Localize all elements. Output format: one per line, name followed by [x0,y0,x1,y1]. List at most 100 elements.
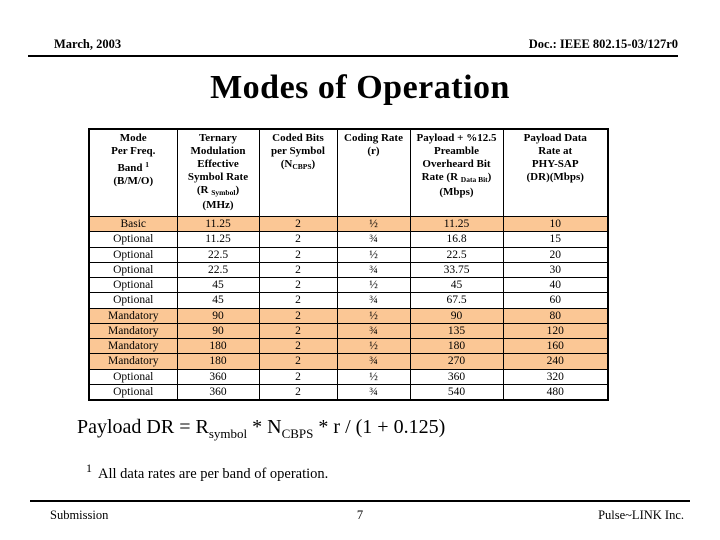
header-line: (B/M/O) [113,175,154,188]
subscript: Data Bit [460,175,488,185]
table-cell-data-rate: 480 [502,383,609,401]
table-cell-coding-rate: ¾ [336,383,411,401]
header-line: (MHz) [202,199,234,212]
table-cell-mode: Mandatory [88,307,178,324]
table-header-row: Mode Per Freq. Band 1 (B/M/O) Ternary Mo… [88,128,609,217]
table-cell-coded-bits: 2 [258,292,338,309]
header-line: (R Symbol) [179,184,258,199]
table-cell-coded-bits: 2 [258,246,338,263]
table-cell-bit-rate: 540 [409,383,504,401]
subscript: CBPS [281,426,314,441]
header-line: Payload Data [523,132,587,144]
table-cell-mode: Mandatory [88,322,178,340]
table-cell-symbol-rate: 11.25 [176,231,260,248]
table-cell-data-rate: 15 [502,231,609,248]
table-cell-coded-bits: 2 [258,353,338,370]
table-cell-coding-rate: ½ [336,276,411,294]
footnote-marker: 1 [145,160,150,170]
table-cell-data-rate: 40 [502,276,609,294]
table-cell-mode: Optional [88,368,178,385]
header-line: Effective [197,158,239,171]
header-line: Rate (R Data Bit) [412,171,502,186]
header-line: Overheard Bit [422,158,491,171]
table-cell-symbol-rate: 90 [176,307,260,324]
header-line: (DR)(Mbps) [526,171,584,184]
table-row: Optional 360 2 ½ 360 320 [88,368,609,385]
table-cell-coded-bits: 2 [258,307,338,324]
table-cell-bit-rate: 180 [409,337,504,355]
footer-submission: Submission [50,508,109,522]
table-cell-coding-rate: ¾ [336,322,411,340]
column-header-payload-data-rate: Payload Data Rate at PHY-SAP (DR)(Mbps) [502,128,609,217]
header-line: Preamble [433,145,479,158]
footnote: 1 All data rates are per band of operatio… [86,461,328,483]
formula-text: * N [247,416,282,438]
footer-company: Pulse~LINK Inc. [598,508,684,522]
column-header-coded-bits: Coded Bits per Symbol (NCBPS) [258,128,338,217]
table-cell-coding-rate: ¾ [336,261,411,279]
table-cell-bit-rate: 11.25 [409,215,504,233]
footer-page-number: 7 [356,508,364,522]
column-header-bit-rate: Payload + %12.5 Preamble Overheard Bit R… [409,128,504,217]
header-text: Band [117,162,146,175]
table-cell-mode: Optional [88,246,178,263]
table-cell-mode: Optional [88,231,178,248]
formula-text: * r / (1 + 0.125) [313,416,446,438]
table-cell-coded-bits: 2 [258,215,338,233]
slide-footer: Submission 7 Pulse~LINK Inc. [30,500,690,522]
table-cell-mode: Basic [88,215,178,233]
table-cell-bit-rate: 360 [409,368,504,385]
table-cell-symbol-rate: 180 [176,337,260,355]
header-line: Per Freq. [111,145,156,158]
table-cell-coding-rate: ¾ [336,353,411,370]
table-row: Mandatory 90 2 ½ 90 80 [88,307,609,324]
header-line: Payload + %12.5 [416,132,497,144]
subscript: CBPS [292,162,312,172]
table-cell-data-rate: 60 [502,292,609,309]
table-cell-symbol-rate: 360 [176,368,260,385]
header-line: Coded Bits [272,132,324,144]
header-text: ) [235,184,240,197]
table-cell-symbol-rate: 360 [176,383,260,401]
table-cell-coding-rate: ½ [336,307,411,324]
header-line: (Mbps) [439,186,474,199]
formula-text: Payload DR = R [77,416,209,438]
table-cell-symbol-rate: 22.5 [176,246,260,263]
table-row: Mandatory 90 2 ¾ 135 120 [88,322,609,340]
header-text: Rate (R [421,171,461,184]
table-cell-coded-bits: 2 [258,383,338,401]
subscript: symbol [208,426,248,441]
header-line: (NCBPS) [261,158,336,173]
table-cell-symbol-rate: 180 [176,353,260,370]
table-cell-symbol-rate: 90 [176,322,260,340]
table-cell-coded-bits: 2 [258,368,338,385]
table-cell-mode: Optional [88,276,178,294]
subscript: Symbol [211,188,236,198]
header-line: per Symbol [271,145,325,158]
table-cell-bit-rate: 22.5 [409,246,504,263]
table-cell-mode: Mandatory [88,337,178,355]
table-cell-symbol-rate: 45 [176,292,260,309]
header-doc-number: Doc.: IEEE 802.15-03/127r0 [528,37,678,51]
table-cell-data-rate: 120 [502,322,609,340]
header-line: Mode [119,132,147,144]
table-row: Mandatory 180 2 ½ 180 160 [88,337,609,355]
table-header: Mode Per Freq. Band 1 (B/M/O) Ternary Mo… [88,128,609,217]
table-cell-coding-rate: ½ [336,246,411,263]
header-line: Symbol Rate [187,171,249,184]
header-text: ) [487,171,492,184]
header-text: ) [311,158,316,171]
header-text: (N [280,158,293,171]
table-cell-coded-bits: 2 [258,322,338,340]
table-row: Optional 45 2 ½ 45 40 [88,276,609,294]
table-row: Optional 22.5 2 ½ 22.5 20 [88,246,609,263]
slide-header: March, 2003 Doc.: IEEE 802.15-03/127r0 [28,37,678,57]
table-cell-data-rate: 20 [502,246,609,263]
table-cell-coding-rate: ½ [336,337,411,355]
table-cell-bit-rate: 67.5 [409,292,504,309]
column-header-mode: Mode Per Freq. Band 1 (B/M/O) [88,128,178,217]
table-row: Optional 360 2 ¾ 540 480 [88,383,609,401]
table-cell-coding-rate: ½ [336,215,411,233]
footnote-text: All data rates are per band of operation… [98,466,329,482]
table-cell-data-rate: 240 [502,353,609,370]
